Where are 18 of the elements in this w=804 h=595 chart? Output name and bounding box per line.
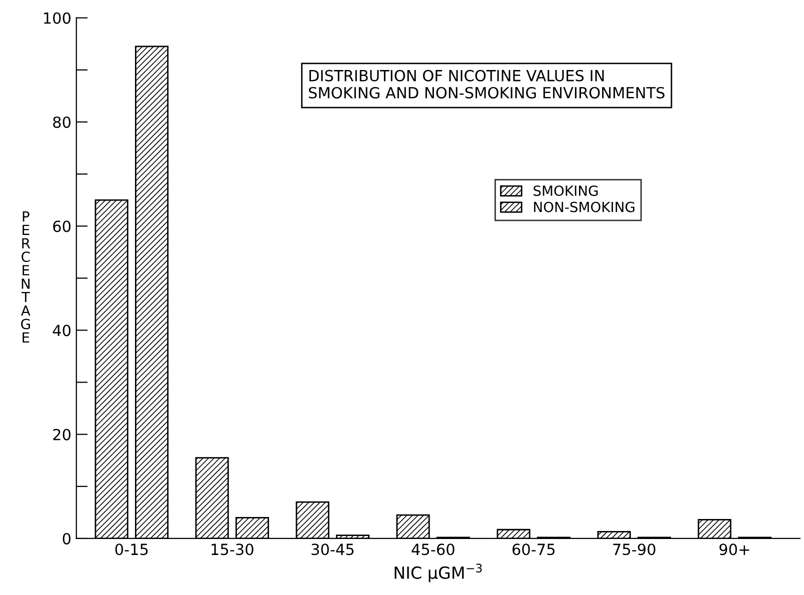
y-tick-label: 80 <box>53 116 71 128</box>
x-tick-label: 0-15 <box>115 544 148 556</box>
x-tick-label: 15-30 <box>212 544 254 556</box>
y-tick-label: 100 <box>44 12 71 24</box>
x-tick-label: 90+ <box>719 544 750 556</box>
text: DISTRIBUTION OF NICOTINE VALUES IN SMOKING AND NON-SMOKING ENVIRONMENTS <box>308 70 664 99</box>
x-axis-title: NIC μGM$^{−3}$ <box>394 564 482 582</box>
x-tick-label: 75-90 <box>613 544 656 556</box>
legend-label: NON-SMOKING <box>534 202 634 212</box>
legend-label: SMOKING <box>534 185 598 196</box>
x-tick-label: 45-60 <box>412 544 454 556</box>
text: P E R C E N T A G E <box>21 211 30 342</box>
y-tick-label: 40 <box>52 324 71 336</box>
x-tick-label: 60-75 <box>512 544 555 556</box>
y-tick-label: 20 <box>53 428 71 440</box>
y-tick-label: 60 <box>53 220 71 232</box>
x-tick-label: 30-45 <box>312 544 354 556</box>
y-tick-label: 0 <box>62 532 71 544</box>
